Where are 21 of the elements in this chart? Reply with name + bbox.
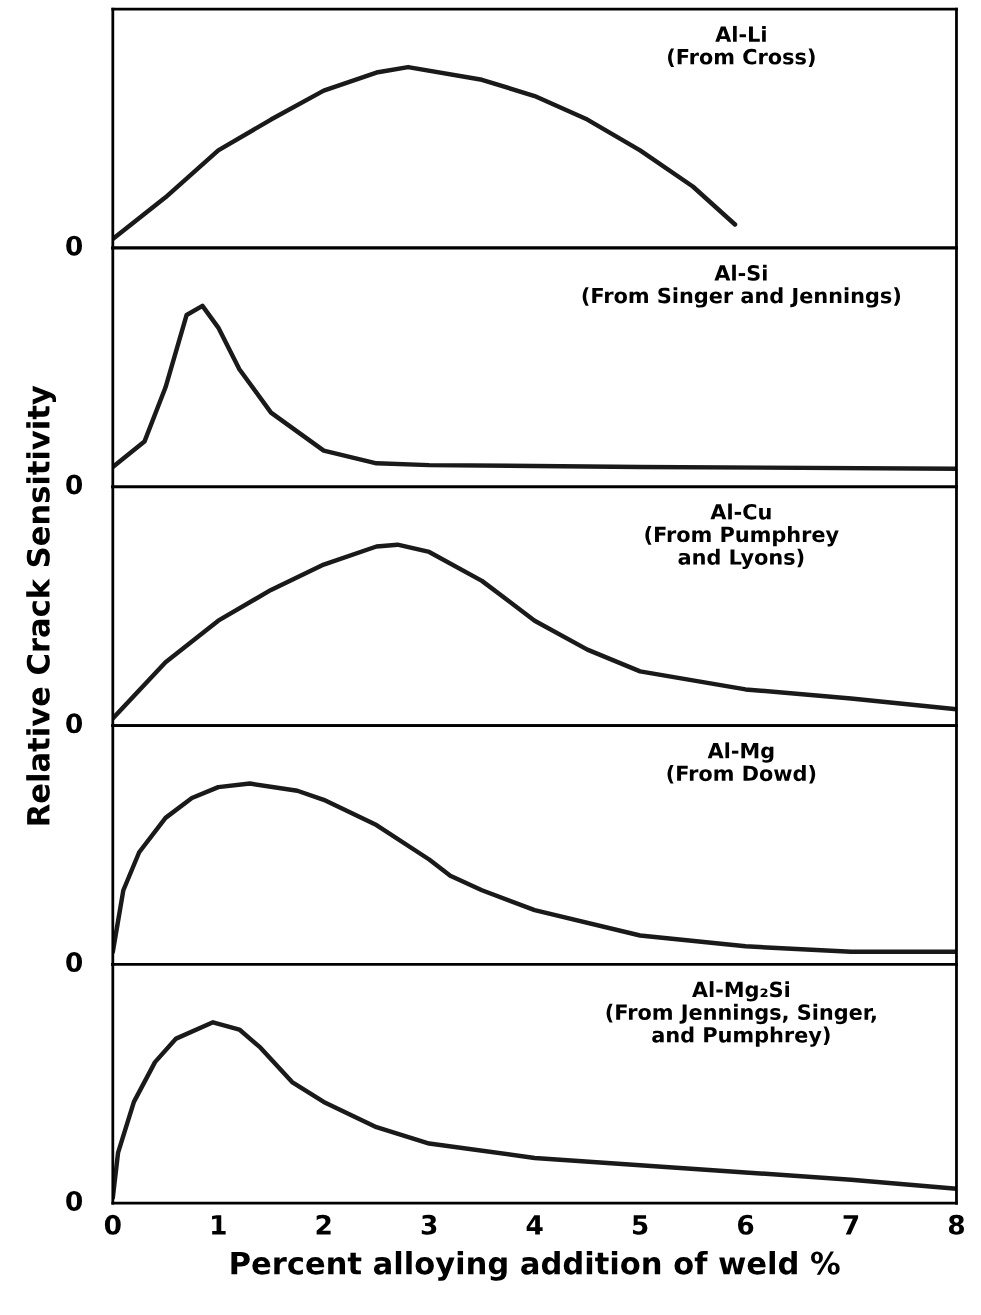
chart-title: Al-Li (From Cross) — [668, 25, 815, 68]
chart-title: Al-Mg₂Si (From Jennings, Singer, and Pumphrey) — [606, 981, 876, 1047]
x-tick-label: 7 — [843, 1215, 859, 1235]
x-tick-label: 5 — [632, 1215, 648, 1235]
x-tick-label: 1 — [212, 1215, 226, 1235]
x-axis-title: Percent alloying addition of weld % — [231, 1250, 840, 1281]
text: 0 — [66, 1190, 83, 1211]
x-tick-label: 4 — [526, 1215, 543, 1235]
chart-title: Al-Cu (From Pumphrey and Lyons) — [645, 503, 839, 570]
text: 0 — [66, 713, 83, 734]
chart-title: Al-Mg (From Dowd) — [667, 742, 816, 784]
x-tick-label: 6 — [738, 1214, 754, 1235]
x-tick-label: 8 — [948, 1214, 965, 1235]
text: 0 — [66, 235, 83, 256]
text: 0 — [66, 952, 83, 973]
y-axis-title: Relative Crack Sensitivity — [26, 385, 57, 825]
x-tick-label: 3 — [421, 1214, 437, 1235]
chart-title: Al-Si (From Singer and Jennings) — [582, 264, 901, 308]
x-tick-label: 2 — [316, 1214, 331, 1235]
text: 0 — [66, 474, 83, 495]
x-tick-label: 0 — [104, 1214, 121, 1235]
